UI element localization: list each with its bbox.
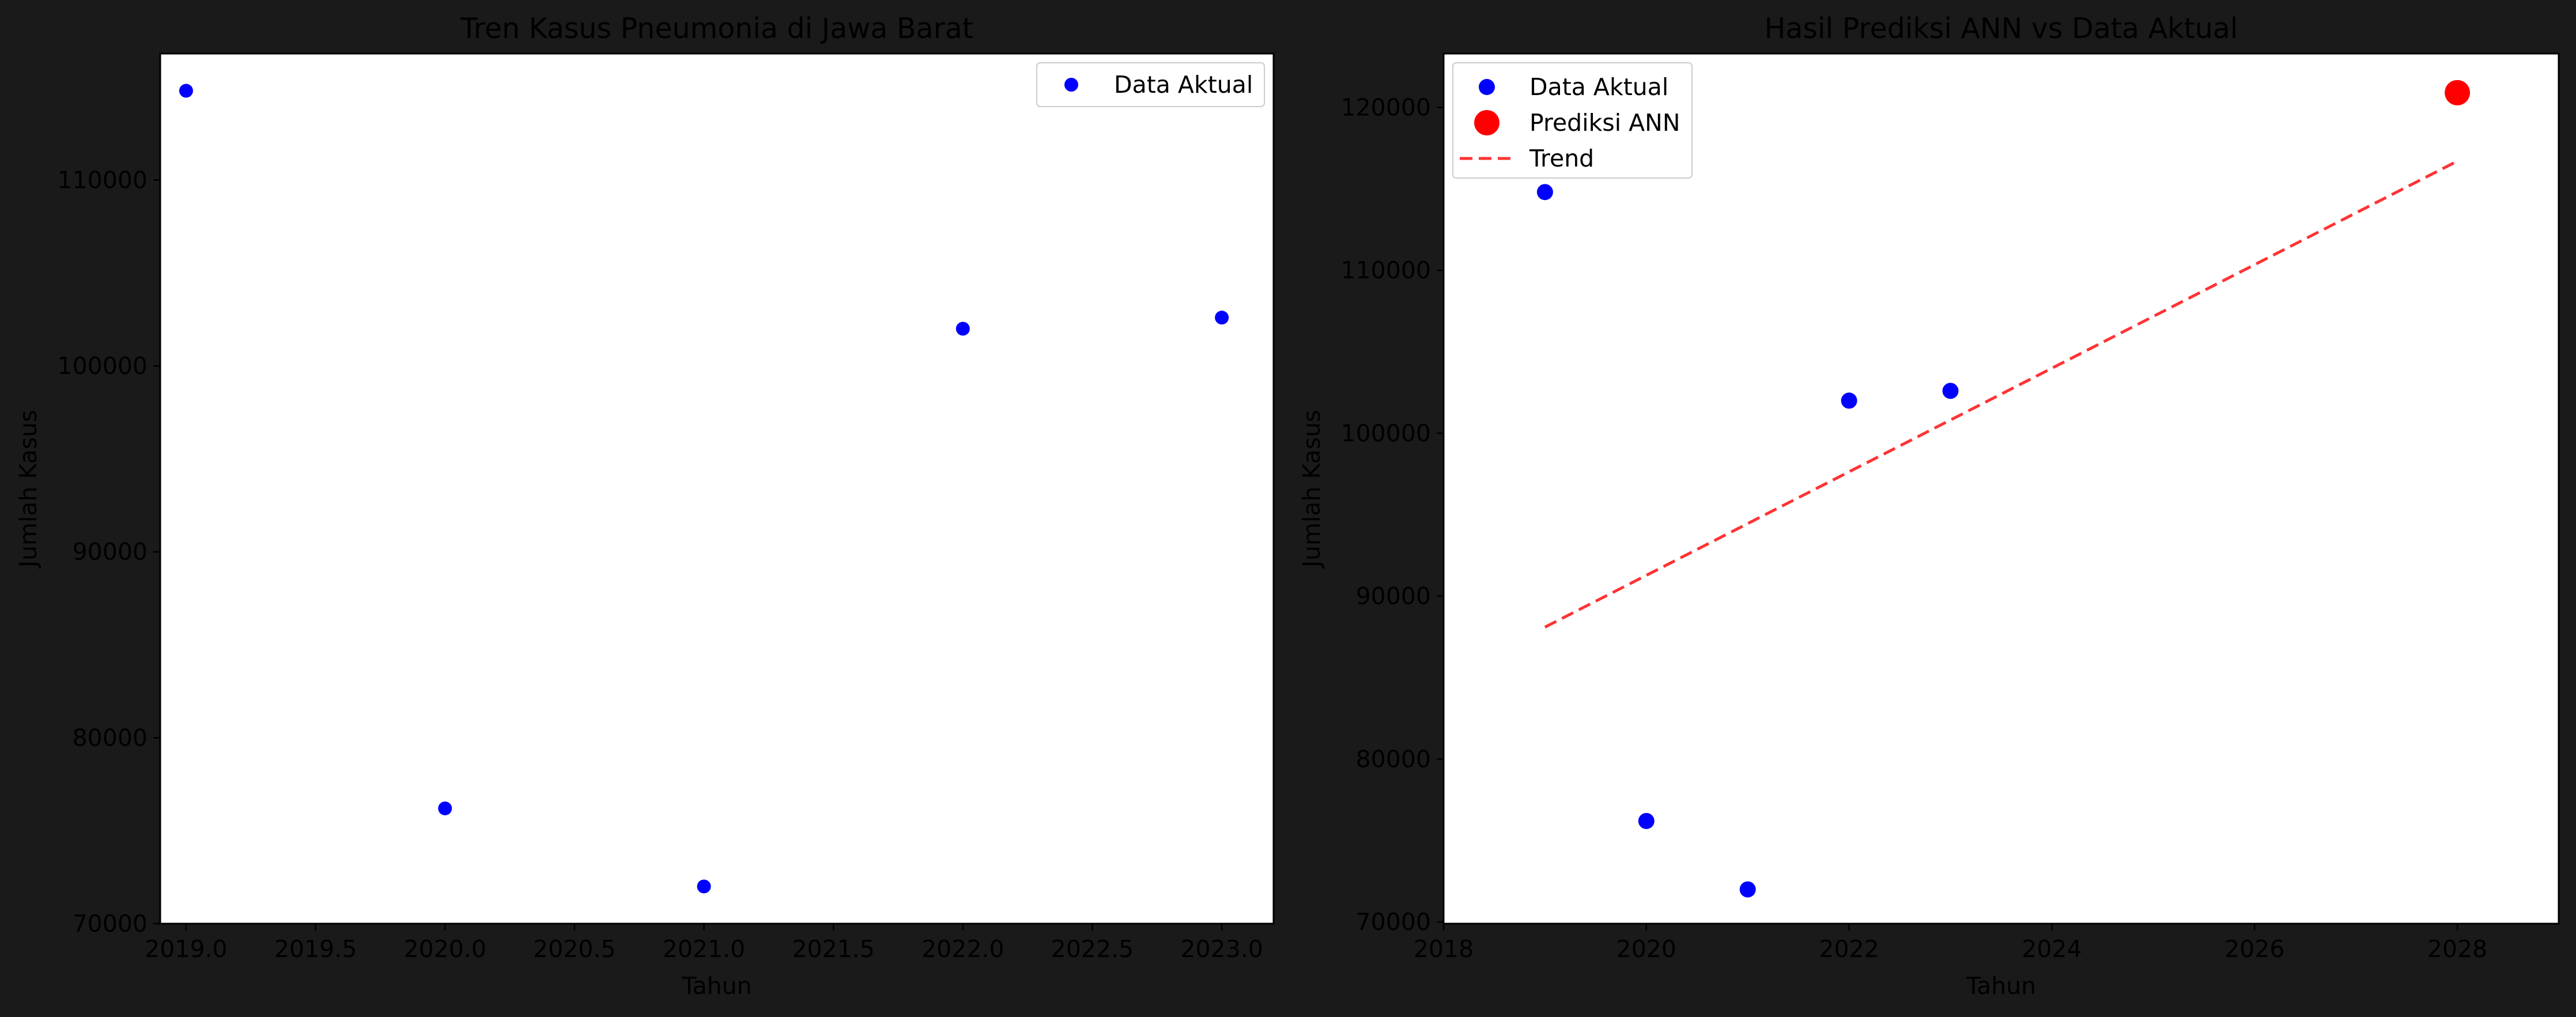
x-tick-label: 2023.0	[1180, 935, 1263, 963]
data-aktual-point	[179, 84, 193, 98]
x-tick-label: 2020.5	[533, 935, 615, 963]
legend-marker-prediksi-ann	[1474, 110, 1499, 135]
x-tick-label: 2021.5	[792, 935, 874, 963]
x-tick-label: 2019.5	[274, 935, 357, 963]
y-tick-label: 70000	[1356, 908, 1431, 936]
data-aktual-point	[1739, 881, 1756, 898]
trend-y-axis-label: Jumlah Kasus	[14, 410, 42, 569]
trend-x-axis-label: Tahun	[681, 972, 751, 1000]
trend-y-ticks: 70000 80000 90000 100000 110000	[57, 166, 160, 937]
y-tick-label: 100000	[57, 352, 148, 380]
x-tick-label: 2026	[2224, 935, 2284, 963]
x-tick-label: 2021.0	[663, 935, 745, 963]
trend-chart-title: Tren Kasus Pneumonia di Jawa Barat	[460, 12, 973, 45]
prediction-y-ticks: 70000 80000 90000 100000 110000 120000	[1340, 93, 1444, 936]
trend-data-points	[179, 84, 1229, 894]
data-aktual-point	[1215, 311, 1229, 325]
legend-label-trend: Trend	[1529, 145, 1594, 172]
data-aktual-point	[1638, 812, 1655, 829]
x-tick-label: 2028	[2427, 935, 2487, 963]
data-aktual-point	[1536, 184, 1553, 201]
prediction-legend-box	[1452, 62, 1693, 179]
data-aktual-point	[1841, 392, 1857, 409]
x-tick-label: 2022	[1819, 935, 1879, 963]
y-tick-label: 100000	[1340, 419, 1431, 447]
x-tick-label: 2024	[2022, 935, 2082, 963]
prediksi-ann-point	[2445, 80, 2471, 105]
trend-chart: Tren Kasus Pneumonia di Jawa Barat Tahun…	[14, 12, 1275, 1000]
y-tick-label: 70000	[73, 910, 148, 937]
data-aktual-point	[955, 322, 970, 336]
trend-legend: Data Aktual	[1036, 62, 1265, 107]
data-aktual-point	[1942, 383, 1959, 399]
x-tick-label: 2022.5	[1051, 935, 1134, 963]
y-tick-label: 110000	[1340, 256, 1431, 284]
y-tick-label: 80000	[1356, 745, 1431, 773]
prediction-x-ticks: 2018 2020 2022 2024 2026 2028	[1414, 924, 2487, 963]
x-tick-label: 2019.0	[145, 935, 227, 963]
prediction-chart: Hasil Prediksi ANN vs Data Aktual Tahun …	[1298, 12, 2560, 1000]
prediction-data-points	[1536, 80, 2471, 898]
legend-marker-data-aktual	[1064, 78, 1078, 92]
trend-plot-area	[159, 52, 1275, 925]
y-tick-label: 80000	[73, 724, 148, 751]
y-tick-label: 90000	[1356, 583, 1431, 610]
y-tick-label: 110000	[57, 166, 148, 194]
prediction-plot-area	[1442, 52, 2560, 925]
data-aktual-point	[438, 801, 452, 815]
y-tick-label: 120000	[1340, 93, 1431, 121]
x-tick-label: 2022.0	[921, 935, 1004, 963]
x-tick-label: 2018	[1414, 935, 1474, 963]
x-tick-label: 2020	[1616, 935, 1676, 963]
data-aktual-point	[697, 879, 711, 894]
legend-label-data-aktual: Data Aktual	[1114, 71, 1253, 99]
trend-legend-box	[1036, 62, 1265, 107]
legend-marker-data-aktual	[1479, 79, 1495, 95]
prediction-y-axis-label: Jumlah Kasus	[1298, 410, 1325, 569]
prediction-chart-title: Hasil Prediksi ANN vs Data Aktual	[1765, 12, 2238, 45]
legend-label-prediksi-ann: Prediksi ANN	[1529, 109, 1680, 137]
prediction-legend: Data Aktual Prediksi ANN Trend	[1452, 62, 1693, 179]
y-tick-label: 90000	[73, 538, 148, 566]
x-tick-label: 2020.0	[403, 935, 486, 963]
legend-label-data-aktual: Data Aktual	[1529, 73, 1668, 101]
trend-x-ticks: 2019.0 2019.5 2020.0 2020.5 2021.0 2021.5 2022…	[145, 924, 1263, 963]
prediction-x-axis-label: Tahun	[1966, 972, 2036, 1000]
